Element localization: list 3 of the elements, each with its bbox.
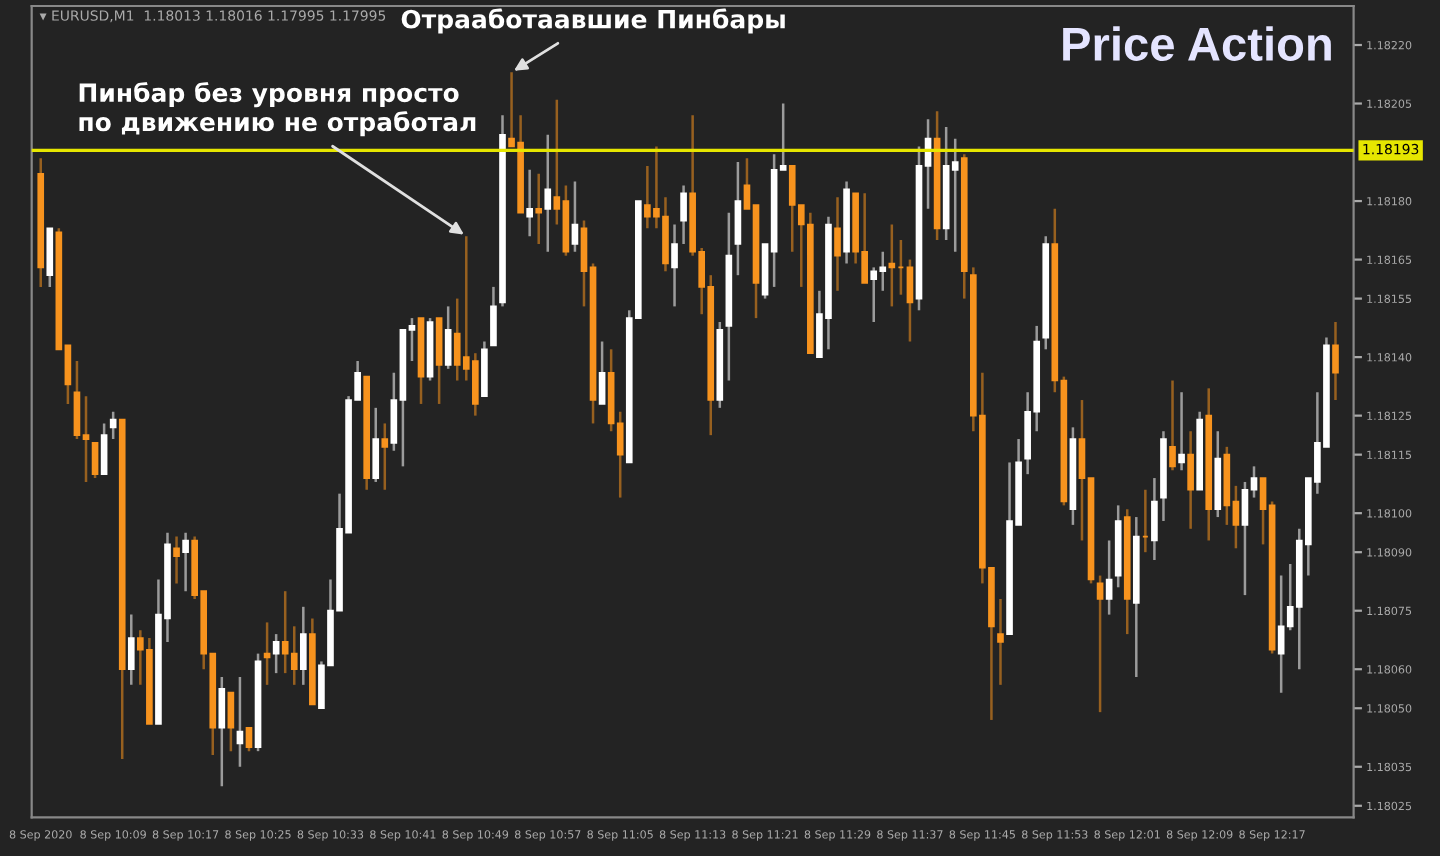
- chart-title: Price Action: [1063, 26, 1331, 61]
- annotation: Пинбар без уровня просто по движению не отработал: [79, 81, 476, 137]
- annotation: Отрааботаавшие Пинбары: [401, 8, 785, 34]
